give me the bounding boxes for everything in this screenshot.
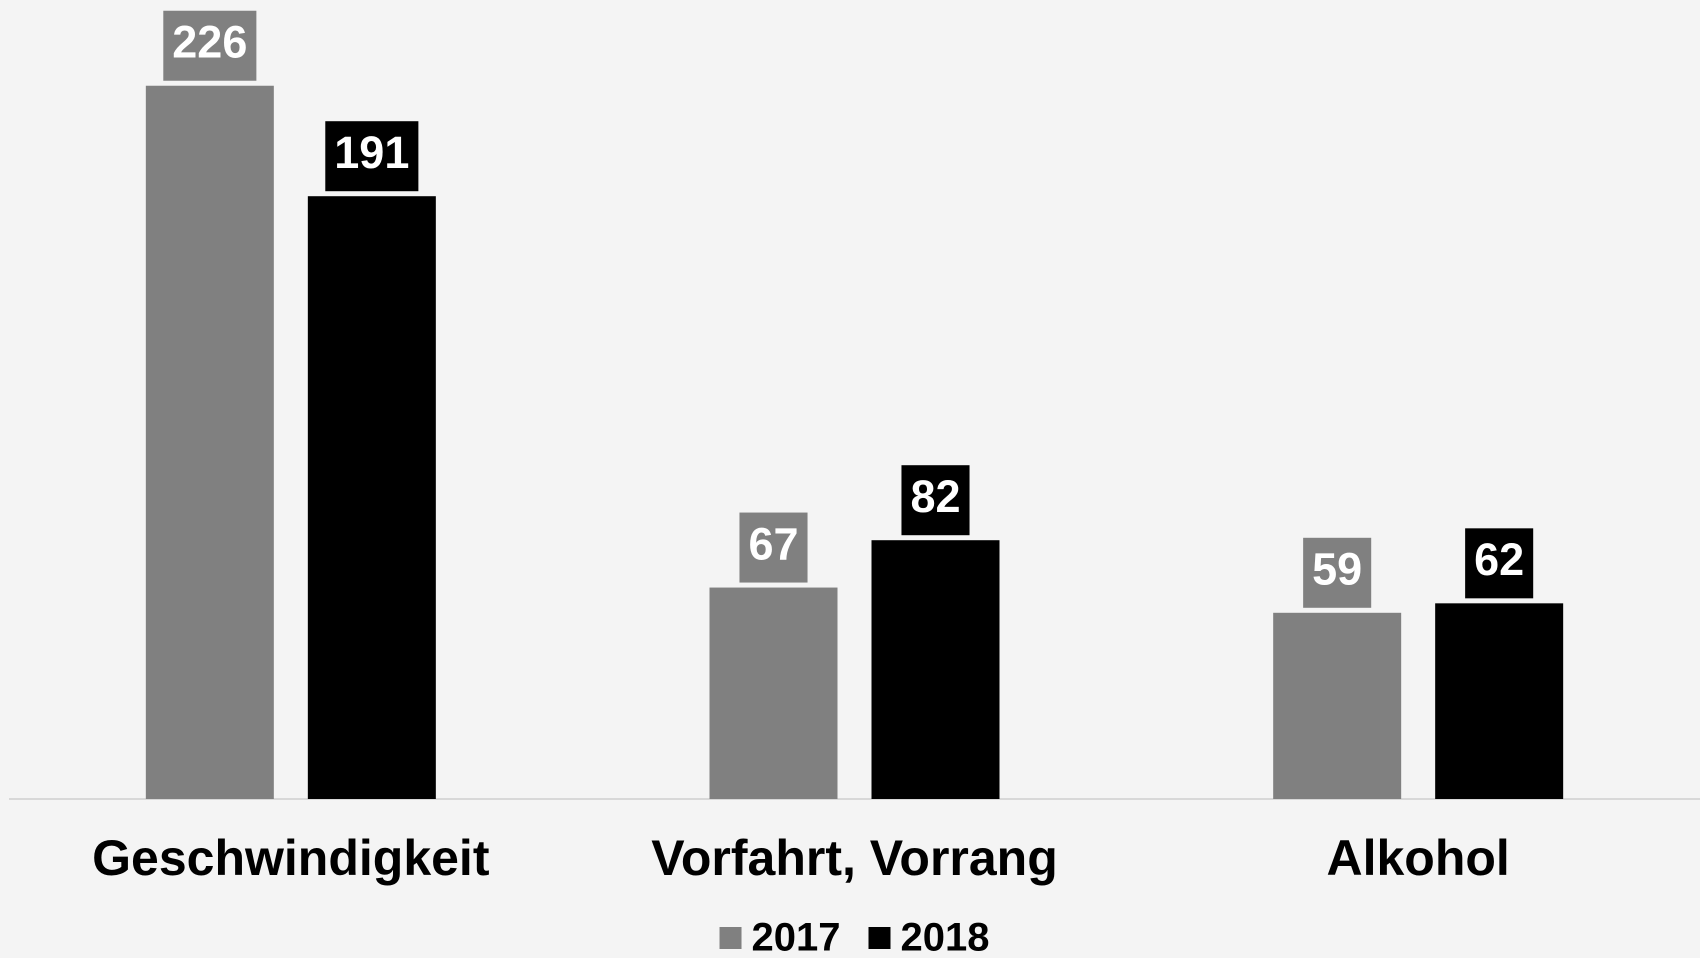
legend-label: 2017 xyxy=(752,916,841,958)
x-tick-label: Alkohol xyxy=(1327,830,1510,886)
data-label-box xyxy=(1465,528,1534,599)
data-label-group: 67 xyxy=(739,512,808,583)
data-label-group: 191 xyxy=(325,121,419,192)
data-label-box xyxy=(739,512,808,583)
data-label-group: 82 xyxy=(901,465,970,536)
bar xyxy=(307,196,436,800)
data-label-box xyxy=(901,465,970,536)
bar xyxy=(871,540,1000,799)
data-label: 226 xyxy=(172,17,247,68)
data-label: 82 xyxy=(910,471,960,522)
data-label-group: 62 xyxy=(1465,528,1534,599)
legend-swatch xyxy=(719,927,742,949)
bar xyxy=(1273,612,1402,799)
legend-label: 2018 xyxy=(901,916,990,958)
data-label: 67 xyxy=(748,518,798,569)
data-label-group: 226 xyxy=(163,10,257,81)
bar xyxy=(1435,603,1564,799)
legend-swatch xyxy=(868,927,891,949)
x-tick-label: Vorfahrt, Vorrang xyxy=(651,830,1058,886)
data-label: 191 xyxy=(334,127,409,178)
data-label: 59 xyxy=(1312,544,1362,595)
data-label-group: 59 xyxy=(1303,537,1372,608)
data-label-box xyxy=(325,121,419,192)
data-label: 62 xyxy=(1474,534,1524,585)
bar xyxy=(709,587,838,799)
data-label-box xyxy=(1303,537,1372,608)
legend: 2017 2018 xyxy=(719,916,990,958)
data-label-box xyxy=(163,10,257,81)
bar xyxy=(145,85,274,799)
x-tick-label: Geschwindigkeit xyxy=(92,830,490,886)
